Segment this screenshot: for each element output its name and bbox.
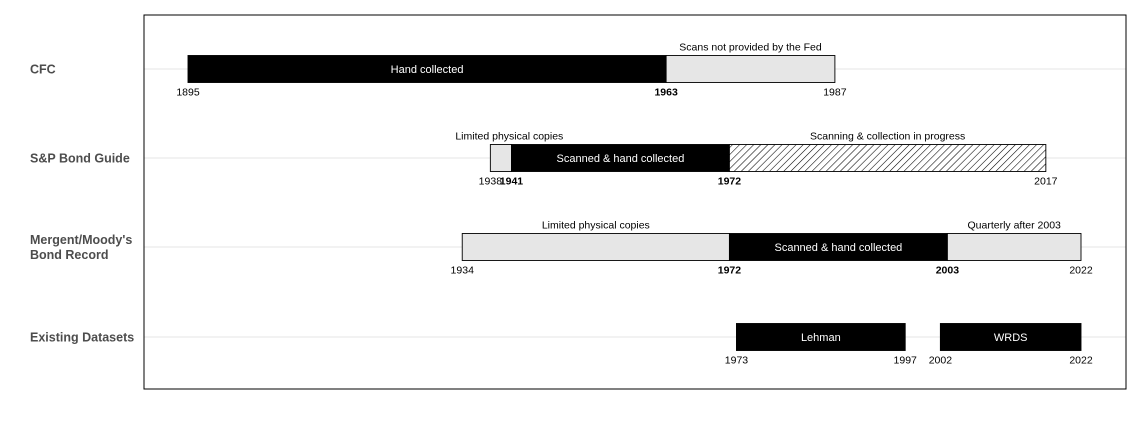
timeline-segment bbox=[489, 144, 512, 172]
year-tick-label: 2022 bbox=[1069, 265, 1093, 277]
labels-layer: CFC Hand collected 1895 1963 1987 Scans not p… bbox=[30, 42, 1093, 367]
bars-layer bbox=[187, 55, 1082, 351]
year-tick-label: 2003 bbox=[936, 265, 960, 277]
annotation-label: Quarterly after 2003 bbox=[968, 220, 1062, 232]
year-tick-label: 1973 bbox=[725, 355, 749, 367]
row-label-line: CFC bbox=[30, 63, 56, 77]
segment-label: Hand collected bbox=[391, 64, 464, 76]
gridlines bbox=[144, 68, 1126, 338]
year-tick-label: 1972 bbox=[718, 176, 742, 188]
annotation-label: Scanning & collection in progress bbox=[810, 131, 965, 143]
panel-border bbox=[143, 14, 1127, 390]
annotation-label: Limited physical copies bbox=[542, 220, 650, 232]
row-label: Existing Datasets bbox=[30, 331, 134, 345]
segment-label: Lehman bbox=[801, 332, 841, 344]
timeline-segment bbox=[510, 144, 730, 172]
timeline-segment bbox=[728, 233, 948, 261]
timeline-segment bbox=[939, 323, 1082, 351]
row-label: Mergent/Moody's Bond Record bbox=[30, 233, 132, 262]
timeline-segment bbox=[665, 55, 836, 83]
year-tick-label: 1972 bbox=[718, 265, 742, 277]
year-tick-label: 1934 bbox=[451, 265, 475, 277]
timeline-segment bbox=[946, 233, 1082, 261]
timeline-segment bbox=[461, 233, 730, 261]
year-tick-label: 1895 bbox=[176, 87, 200, 99]
row-label-line: Mergent/Moody's bbox=[30, 233, 132, 247]
year-tick-label: 1941 bbox=[500, 176, 524, 188]
segment-label: WRDS bbox=[994, 332, 1028, 344]
row-label-line: Existing Datasets bbox=[30, 331, 134, 345]
year-tick-label: 1987 bbox=[823, 87, 847, 99]
row-label: S&P Bond Guide bbox=[30, 152, 130, 166]
row-label: CFC bbox=[30, 63, 56, 77]
year-tick-label: 1963 bbox=[654, 87, 678, 99]
year-tick-label: 1997 bbox=[894, 355, 918, 367]
year-tick-label: 2002 bbox=[929, 355, 953, 367]
timeline-segment bbox=[187, 55, 667, 83]
row-label-line: Bond Record bbox=[30, 248, 108, 262]
year-tick-label: 2017 bbox=[1034, 176, 1058, 188]
segment-label: Scanned & hand collected bbox=[557, 153, 685, 165]
segment-label: Scanned & hand collected bbox=[774, 242, 902, 254]
year-tick-label: 1938 bbox=[479, 176, 503, 188]
annotation-label: Scans not provided by the Fed bbox=[679, 42, 822, 54]
year-tick-label: 2022 bbox=[1069, 355, 1093, 367]
timeline-segment bbox=[736, 323, 906, 351]
timeline-segment bbox=[728, 144, 1047, 172]
annotation-label: Limited physical copies bbox=[455, 131, 563, 143]
row-label-line: S&P Bond Guide bbox=[30, 152, 130, 166]
